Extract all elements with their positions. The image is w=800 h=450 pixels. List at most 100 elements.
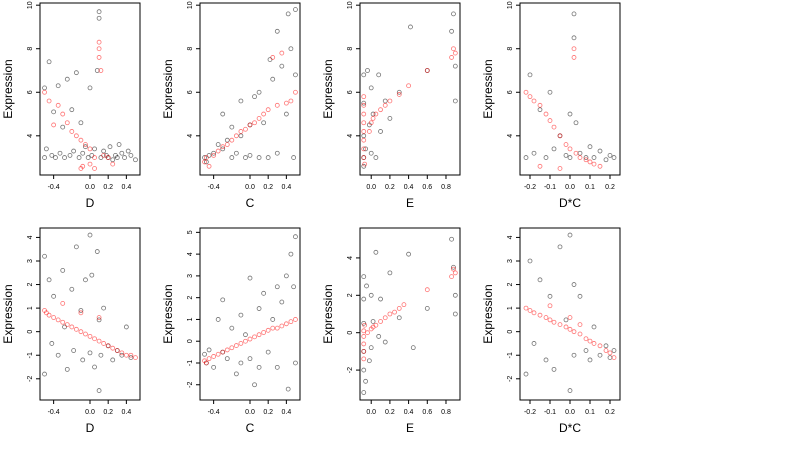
data-point <box>96 9 102 15</box>
data-point <box>279 63 285 69</box>
data-point <box>291 155 297 160</box>
data-point <box>229 155 235 160</box>
data-point <box>78 310 84 316</box>
data-point <box>368 292 374 298</box>
y-tick-label: 2 <box>347 293 354 297</box>
data-point <box>531 310 537 316</box>
data-point <box>261 120 267 126</box>
data-point <box>527 94 533 100</box>
data-point <box>87 161 93 167</box>
data-point <box>46 312 52 318</box>
y-axis-label: Expression <box>161 284 175 343</box>
data-point <box>119 150 125 156</box>
data-point <box>42 155 47 160</box>
data-point <box>382 98 388 104</box>
data-point <box>83 277 88 283</box>
data-point <box>424 305 430 311</box>
data-point <box>406 251 411 257</box>
data-point <box>361 390 367 395</box>
x-axis-label: C <box>246 421 255 435</box>
y-tick-label: 10 <box>27 1 34 9</box>
data-point <box>87 333 93 339</box>
data-point <box>365 68 370 73</box>
data-point <box>256 364 262 370</box>
data-point <box>396 89 402 95</box>
data-point <box>370 319 376 324</box>
data-point <box>274 364 280 370</box>
data-point <box>449 274 454 280</box>
data-point <box>543 357 549 363</box>
y-tick-label: 4 <box>507 235 514 239</box>
data-point <box>537 163 543 169</box>
data-point <box>361 341 367 347</box>
data-point <box>238 129 244 134</box>
data-point <box>567 315 573 320</box>
x-tick-label: -0.1 <box>544 184 556 191</box>
data-point <box>378 296 383 302</box>
data-point <box>587 357 593 363</box>
data-point <box>46 277 52 283</box>
data-point <box>378 319 383 324</box>
y-axis-label: Expression <box>1 59 15 118</box>
data-point <box>67 153 73 158</box>
data-point <box>361 155 367 160</box>
data-point <box>293 317 298 322</box>
y-tick-label: -2 <box>507 376 514 382</box>
data-point <box>92 336 97 342</box>
x-tick-label: 0.0 <box>366 184 376 191</box>
y-tick-label: 5 <box>187 230 194 234</box>
data-point <box>55 83 61 89</box>
data-point <box>591 155 597 160</box>
data-point <box>543 111 549 117</box>
data-point <box>573 120 579 126</box>
data-point <box>283 111 289 117</box>
data-point <box>551 319 557 325</box>
y-tick-label: 4 <box>347 256 354 260</box>
y-tick-label: -1 <box>27 352 34 358</box>
data-point <box>69 129 75 134</box>
data-point <box>105 343 111 349</box>
data-point <box>60 268 66 273</box>
x-tick-label: -0.2 <box>524 409 536 416</box>
x-tick-label: 0.2 <box>605 409 615 416</box>
x-tick-label: 0.8 <box>441 409 451 416</box>
data-point <box>452 63 458 69</box>
data-point <box>288 251 294 257</box>
data-point <box>408 24 413 30</box>
data-point <box>274 102 280 108</box>
data-point <box>243 155 248 160</box>
data-point <box>78 329 84 335</box>
data-point <box>256 155 262 160</box>
data-point <box>557 244 563 250</box>
data-point <box>270 55 276 60</box>
data-point <box>128 352 134 358</box>
data-point <box>291 284 297 290</box>
y-tick-label: -2 <box>347 367 354 373</box>
data-point <box>611 348 617 353</box>
data-point <box>80 150 86 156</box>
data-point <box>252 94 257 100</box>
data-point <box>51 315 57 320</box>
data-point <box>597 148 603 154</box>
data-point <box>363 378 369 384</box>
data-point <box>42 89 47 95</box>
data-point <box>220 111 226 117</box>
data-point <box>368 345 374 351</box>
data-point <box>587 159 593 165</box>
data-point <box>64 366 70 372</box>
data-point <box>128 153 134 158</box>
data-point <box>611 155 617 160</box>
x-tick-label: -0.1 <box>544 409 556 416</box>
data-point <box>62 155 67 160</box>
data-point <box>449 55 454 60</box>
data-point <box>220 146 226 152</box>
data-point <box>125 148 131 154</box>
data-point <box>531 150 537 156</box>
data-point <box>547 293 553 299</box>
data-point <box>274 150 280 156</box>
data-point <box>220 297 226 303</box>
y-tick-label: 3 <box>27 259 34 263</box>
plot-frame <box>39 227 141 401</box>
y-tick-label: 1 <box>187 317 194 321</box>
data-point <box>603 157 609 163</box>
